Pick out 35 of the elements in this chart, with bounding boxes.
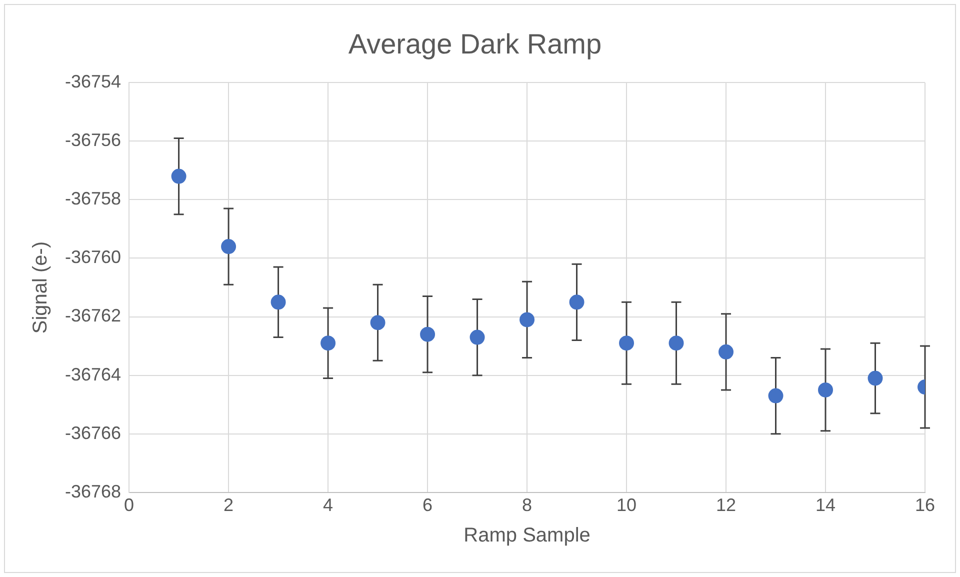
point xyxy=(370,315,386,330)
point xyxy=(668,336,684,351)
chart-title: Average Dark Ramp xyxy=(348,28,602,60)
point xyxy=(420,326,436,342)
x-tick-label: 16 xyxy=(914,495,936,516)
x-tick-label: 4 xyxy=(323,495,334,516)
x-tick-label: 2 xyxy=(224,495,234,516)
point xyxy=(868,370,883,386)
y-tick-label: -36754 xyxy=(64,72,122,92)
point xyxy=(818,382,834,398)
point xyxy=(569,294,584,310)
x-tick-label: 6 xyxy=(422,495,433,516)
point xyxy=(718,344,734,360)
y-tick-label: -36764 xyxy=(64,364,122,384)
x-tick-label: 14 xyxy=(815,495,836,516)
point xyxy=(520,312,535,328)
x-tick-label: 12 xyxy=(716,495,736,516)
point xyxy=(270,294,286,310)
point xyxy=(470,330,485,345)
point xyxy=(619,336,634,351)
y-tick-label: -36758 xyxy=(64,188,122,209)
x-tick-label: 10 xyxy=(616,495,637,516)
x-axis-title: Ramp Sample xyxy=(464,524,590,547)
point xyxy=(768,388,784,404)
x-tick-label: 8 xyxy=(522,495,532,516)
x-tick-label: 0 xyxy=(124,495,134,516)
y-tick-label: -36766 xyxy=(64,422,122,443)
y-tick-label: -36768 xyxy=(64,481,122,502)
point xyxy=(221,239,236,254)
point xyxy=(320,336,336,351)
y-axis-title: Signal (e-) xyxy=(30,241,52,334)
point xyxy=(171,168,186,184)
y-tick-label: -36756 xyxy=(64,130,122,150)
y-tick-label: -36760 xyxy=(64,247,122,268)
y-tick-label: -36762 xyxy=(64,306,122,326)
